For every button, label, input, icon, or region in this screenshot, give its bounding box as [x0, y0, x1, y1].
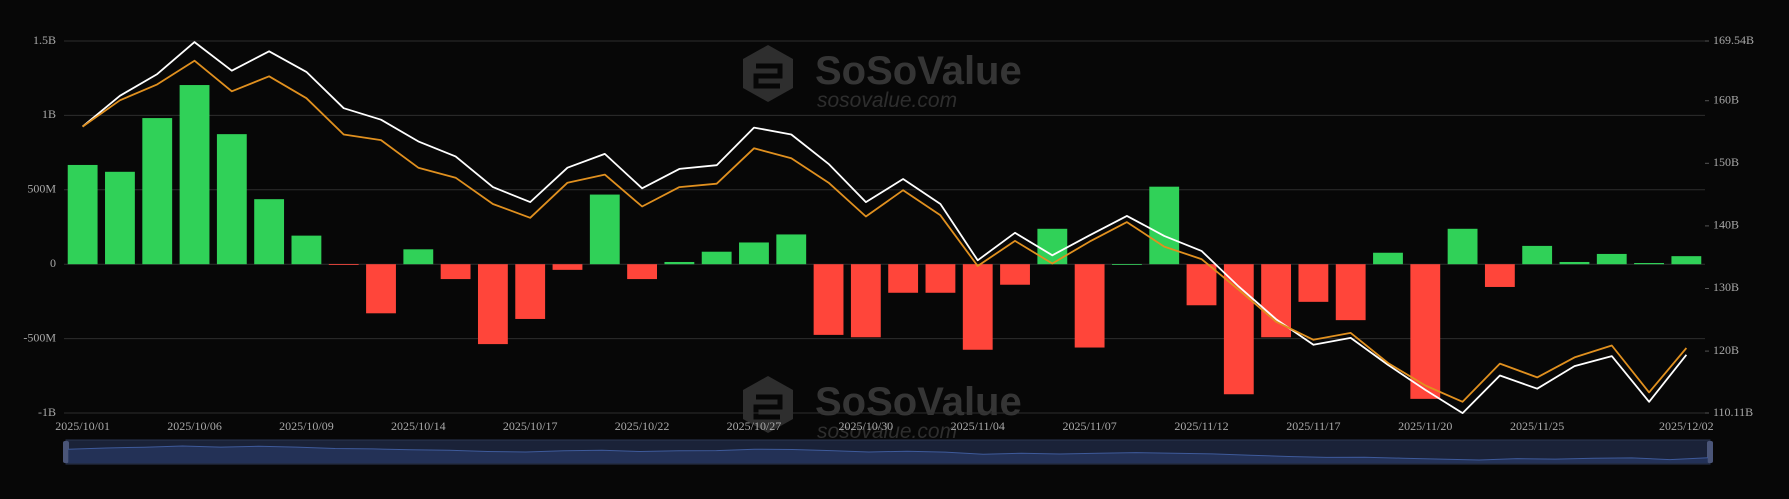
watermark-logo-mark [753, 394, 783, 420]
bar [1186, 264, 1217, 306]
y-tick-label: 500M [27, 182, 56, 196]
bar [1634, 263, 1664, 265]
x-tick-label: 2025/11/20 [1398, 419, 1452, 433]
bar [589, 194, 620, 265]
bar [1037, 228, 1068, 265]
bar [1112, 264, 1142, 265]
y-tick-label: 1B [42, 107, 56, 121]
y2-tick-label: 150B [1713, 155, 1739, 169]
bar [440, 264, 471, 280]
x-tick-label: 2025/11/17 [1286, 419, 1340, 433]
x-tick-label: 2025/10/17 [503, 419, 558, 433]
y-tick-label: -1B [38, 405, 56, 419]
bar [1671, 256, 1702, 265]
x-tick-label: 2025/12/02 [1659, 419, 1714, 433]
line [82, 59, 1688, 403]
bar [67, 164, 98, 265]
x-tick-label: 2025/11/25 [1510, 419, 1564, 433]
bar [1335, 264, 1366, 321]
bar [739, 242, 769, 265]
y2-tick-label: 130B [1713, 280, 1739, 294]
bar [962, 264, 993, 350]
x-tick-label: 2025/11/12 [1174, 419, 1228, 433]
watermark-site: sosovalue.com [817, 89, 957, 112]
bar [1484, 264, 1515, 287]
bar [1373, 252, 1403, 265]
y2-tick-label: 110.11B [1713, 405, 1753, 419]
y2-tick-label: 140B [1713, 218, 1739, 232]
line [82, 41, 1688, 414]
bar [888, 264, 919, 293]
bar [1596, 253, 1627, 265]
bar [701, 251, 732, 265]
bar [142, 118, 173, 265]
bar [216, 134, 247, 265]
watermark: SoSoValue sosovalue.com [743, 376, 1022, 443]
bar [366, 264, 396, 314]
bar [776, 234, 807, 265]
watermark: SoSoValue sosovalue.com [743, 45, 1022, 112]
x-tick-label: 2025/10/14 [391, 419, 446, 433]
bar [627, 264, 657, 280]
bar [664, 261, 695, 265]
watermark-site: sosovalue.com [817, 420, 957, 443]
y-tick-label: -500M [23, 330, 56, 344]
zoom-slider[interactable] [63, 439, 1713, 465]
x-tick-label: 2025/10/09 [279, 419, 334, 433]
y2-tick-label: 120B [1713, 343, 1739, 357]
bar [1149, 186, 1180, 265]
bar [179, 85, 210, 265]
x-tick-label: 2025/11/04 [951, 419, 1005, 433]
y-tick-label: 0 [50, 256, 56, 270]
watermark-logo-mark [753, 63, 783, 89]
bar [1447, 228, 1478, 265]
watermark-brand: SoSoValue [815, 49, 1022, 93]
bar [552, 264, 583, 270]
bar [813, 264, 844, 335]
x-tick-label: 2025/10/30 [839, 419, 894, 433]
x-tick-label: 2025/10/01 [55, 419, 110, 433]
zoom-overview-line [67, 445, 1709, 461]
bar [1000, 264, 1030, 285]
bar [403, 249, 434, 265]
y-tick-label: 1.5B [33, 33, 56, 47]
bar [850, 264, 881, 338]
bar [1074, 264, 1105, 348]
bar [1522, 245, 1553, 265]
zoom-overview-area [68, 446, 1708, 463]
bar [254, 199, 285, 265]
x-tick-label: 2025/10/06 [167, 419, 222, 433]
y2-tick-label: 169.54B [1713, 33, 1754, 47]
bar [291, 235, 322, 265]
zoom-handle[interactable] [1707, 441, 1713, 463]
x-tick-label: 2025/10/27 [727, 419, 782, 433]
bar [1410, 264, 1441, 399]
x-tick-label: 2025/10/22 [615, 419, 670, 433]
bar [105, 171, 135, 265]
bar [515, 264, 546, 319]
y2-tick-label: 160B [1713, 92, 1739, 106]
bar [925, 264, 956, 293]
bar [1223, 264, 1254, 395]
bar [477, 264, 508, 345]
x-tick-label: 2025/11/07 [1063, 419, 1117, 433]
bar [1559, 261, 1590, 265]
bar [328, 264, 359, 265]
watermark-brand: SoSoValue [815, 380, 1022, 424]
zoom-handle[interactable] [63, 441, 69, 463]
bar [1298, 264, 1329, 302]
